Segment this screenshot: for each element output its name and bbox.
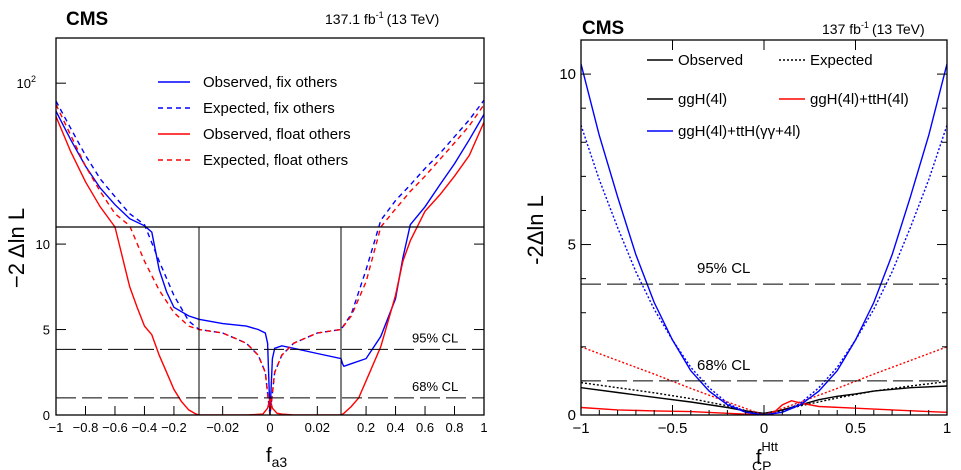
left-x-tick-label: −1 [49, 420, 64, 435]
left-lumi-label: 137.1 fb-1 (13 TeV) [325, 10, 439, 27]
left-x-tick-label: −0.6 [102, 420, 128, 435]
left-y-tick-label: 5 [43, 323, 50, 338]
right-x-axis-label: fHtt CP [752, 439, 778, 470]
left-x-tick-label: 1 [480, 420, 487, 435]
right-cl-lines: 95% CL 68% CL [581, 260, 947, 382]
right-legend-label-ggh-4l-tth-4l: ggH(4l)+ttH(γγ+4l) [678, 123, 801, 140]
left-x-tick-label: 0.6 [416, 420, 434, 435]
right-x-tick-label: 0 [760, 420, 768, 437]
left-y-axis-label: −2 Δln L [4, 208, 29, 288]
left-curves [56, 99, 484, 415]
left-legend-label-expected-fix-others: Expected, fix others [203, 100, 335, 117]
right-y-tick-label: 5 [568, 237, 576, 254]
left-x-tick-label: −0.4 [132, 420, 158, 435]
right-y-axis-label: -2Δln L [523, 195, 548, 265]
right-cl-label-95-cl: 95% CL [697, 260, 750, 277]
right-y-tick-label: 10 [559, 66, 576, 83]
left-x-axis-label: fa3 [266, 445, 287, 470]
right-legend-label-observed: Observed [678, 52, 743, 69]
left-x-tick-label: 0.02 [305, 420, 330, 435]
right-series-ggh-4l-tth-4l-observed [581, 63, 947, 415]
left-y-log-tick-exponent: 2 [31, 74, 36, 84]
left-ticks: −1 −0.8 −0.6 −0.4 −0.2 −0.02 0 0.02 0.2 0.4 0.6 0.8… [17, 74, 488, 435]
left-series-expected-float-others [56, 104, 484, 415]
right-series-ggh-4l-expected [581, 380, 947, 415]
left-cl-lines: 95% CL 68% CL [56, 330, 484, 399]
left-y-tick-label: 10 [36, 237, 50, 252]
right-x-tick-label: −0.5 [658, 420, 688, 437]
left-x-tick-label: 0.2 [357, 420, 375, 435]
right-legend-label-ggh-4l: ggH(4l) [678, 91, 727, 108]
left-legend-label-observed-float-others: Observed, float others [203, 126, 351, 143]
right-legend-label-ggh-4l-tth-4l: ggH(4l)+ttH(4l) [810, 91, 909, 108]
left-experiment-label: CMS [66, 9, 108, 30]
right-legend-label-expected: Expected [810, 52, 873, 69]
right-legend: Observed Expected ggH(4l) ggH(4l)+ttH(4l) gg… [647, 52, 909, 140]
right-curves [581, 63, 947, 415]
left-series-expected-fix-others [56, 99, 484, 415]
left-x-tick-label: −0.02 [206, 420, 239, 435]
left-legend: Observed, fix others Expected, fix others… [158, 74, 351, 169]
left-legend-label-observed-fix-others: Observed, fix others [203, 74, 337, 91]
right-lumi-label: 137 fb-1 (13 TeV) [822, 20, 925, 37]
left-x-tick-label: −0.8 [73, 420, 99, 435]
right-y-tick-label: 0 [568, 407, 576, 424]
right-cl-label-68-cl: 68% CL [697, 357, 750, 374]
left-x-tick-label: 0 [266, 420, 273, 435]
left-cl-label-68-cl: 68% CL [412, 379, 458, 394]
right-series-ggh-4l-tth-4l-expected [581, 124, 947, 415]
right-series-ggh-4l-tth-4l-expected [581, 346, 947, 415]
right-x-tick-label: 0.5 [845, 420, 866, 437]
left-x-tick-label: 0.4 [387, 420, 405, 435]
left-frame [55, 37, 485, 416]
left-cl-label-95-cl: 95% CL [412, 330, 458, 345]
left-chart: 95% CL 68% CL −1 −0.8 −0.6 −0.4 −0.2 −0.02 0 0.0… [4, 9, 488, 470]
left-legend-label-expected-float-others: Expected, float others [203, 152, 348, 169]
left-x-tick-label: −0.2 [161, 420, 187, 435]
left-y-log-tick-label: 102 [17, 74, 36, 91]
right-x-tick-label: 1 [943, 420, 951, 437]
left-x-tick-label: 0.8 [445, 420, 463, 435]
right-experiment-label: CMS [582, 18, 624, 39]
right-series-ggh-4l-tth-4l-observed [581, 399, 947, 415]
right-x-tick-label: −1 [572, 420, 589, 437]
left-y-tick-label: 0 [43, 408, 50, 423]
